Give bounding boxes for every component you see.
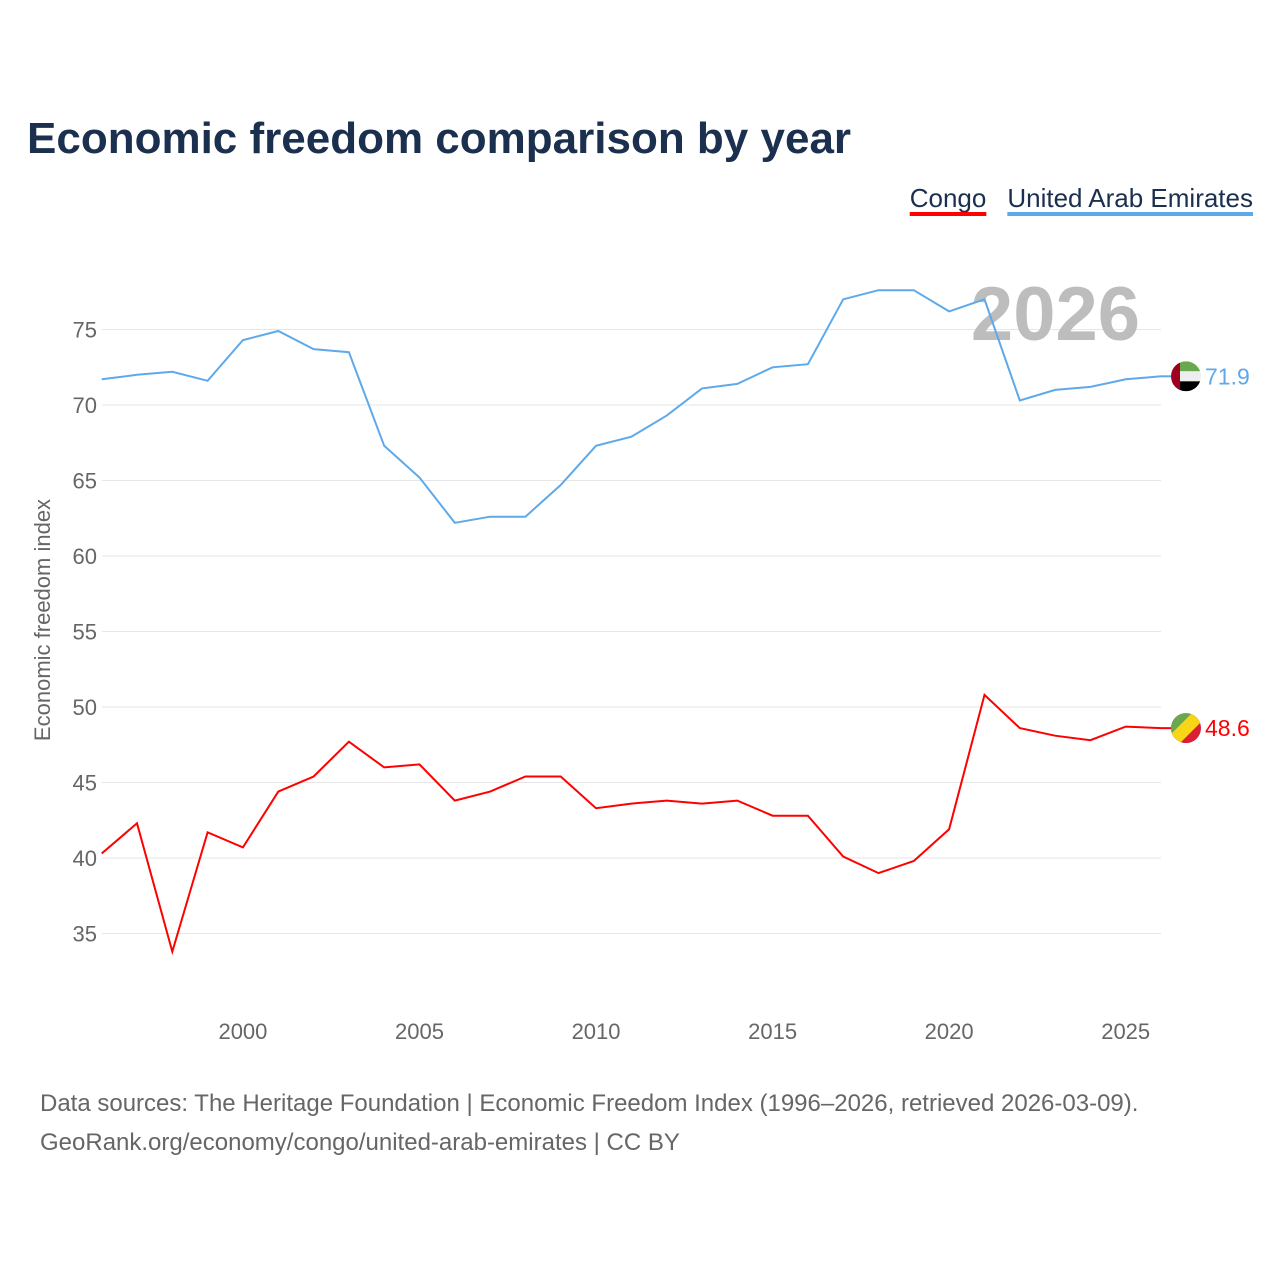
y-tick-label: 60 [73, 544, 97, 569]
uae-flag-icon [1171, 361, 1201, 392]
y-axis-label: Economic freedom index [30, 499, 55, 741]
series-line-congo[interactable] [101, 693, 1162, 956]
x-tick-label: 2020 [925, 1019, 974, 1044]
source-text: Data sources: The Heritage Foundation | … [40, 1090, 1138, 1117]
legend: United Arab Emirates Congo [909, 183, 1253, 216]
legend-item-congo[interactable]: Congo [910, 183, 987, 213]
series-line-uae[interactable] [101, 289, 1162, 524]
y-tick-label: 45 [73, 771, 97, 796]
y-tick-label: 75 [73, 318, 97, 343]
y-tick-label: 35 [73, 922, 97, 947]
gridlines [102, 329, 1161, 934]
x-tick-label: 2010 [572, 1019, 621, 1044]
x-tick-label: 2015 [748, 1019, 797, 1044]
congo-flag-icon [1171, 713, 1201, 744]
y-tick-label: 50 [73, 695, 97, 720]
legend-swatch-congo [909, 212, 987, 216]
x-axis: 2000 2005 2010 2015 2020 2025 [218, 1019, 1150, 1044]
chart-title: Economic freedom comparison by year [27, 114, 851, 163]
y-tick-label: 55 [73, 620, 97, 645]
y-tick-label: 65 [73, 469, 97, 494]
end-value-label: 71.9 [1205, 363, 1250, 389]
legend-swatch-uae [1007, 212, 1253, 216]
x-tick-label: 2005 [395, 1019, 444, 1044]
y-tick-label: 40 [73, 846, 97, 871]
year-watermark: 2026 [971, 272, 1140, 357]
legend-item-uae[interactable]: United Arab Emirates [1007, 183, 1253, 213]
x-tick-label: 2000 [218, 1019, 267, 1044]
y-tick-label: 70 [73, 393, 97, 418]
y-axis: 35 40 45 50 55 60 65 70 75 [73, 318, 97, 947]
url-text[interactable]: GeoRank.org/economy/congo/united-arab-em… [40, 1129, 680, 1156]
x-tick-label: 2025 [1101, 1019, 1150, 1044]
end-value-label: 48.6 [1205, 715, 1250, 741]
